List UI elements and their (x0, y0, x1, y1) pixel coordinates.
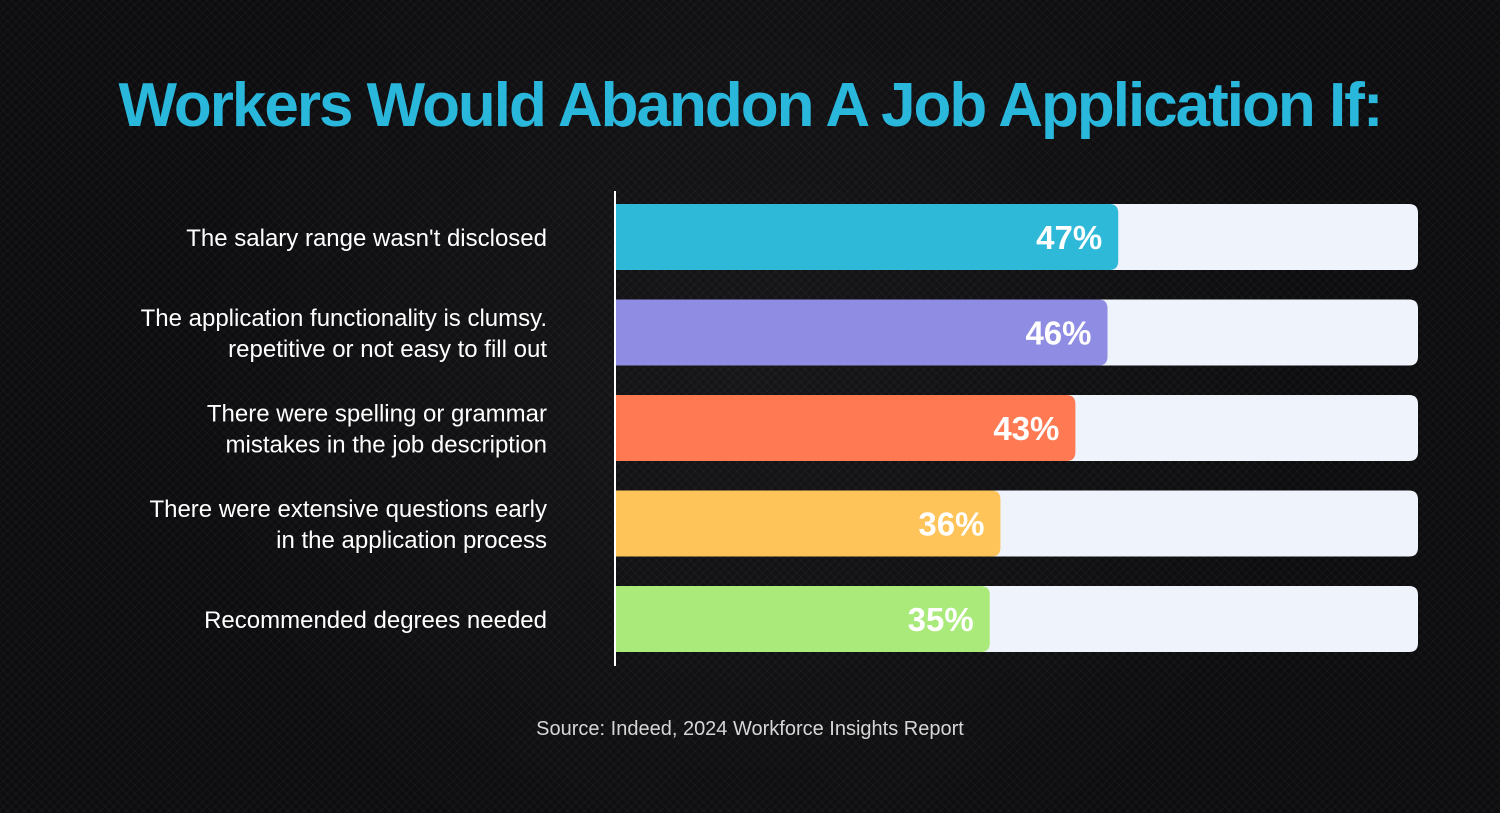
bar-row: 47% The salary range wasn't disclosed (186, 204, 1418, 270)
bar (615, 395, 1076, 461)
category-label: Recommended degrees needed (204, 607, 547, 634)
category-label: There were extensive questions early (149, 496, 547, 523)
source-note: Source: Indeed, 2024 Workforce Insights … (536, 718, 964, 740)
category-label: mistakes in the job description (226, 432, 548, 459)
bar-row: 36% There were extensive questions early i… (149, 490, 1418, 557)
chart-title: Workers Would Abandon A Job Application … (118, 71, 1383, 140)
bar-row: 43% There were spelling or grammar mistake… (207, 395, 1418, 461)
category-label: There were spelling or grammar (207, 401, 547, 428)
bar (615, 586, 990, 652)
bar (615, 490, 1001, 557)
data-label: 35% (908, 601, 974, 638)
data-label: 36% (918, 506, 984, 543)
data-label: 46% (1025, 315, 1091, 352)
bar-row: 46% The application functionality is clum… (141, 299, 1418, 366)
category-label: in the application process (276, 527, 547, 554)
data-label: 43% (993, 410, 1059, 447)
category-label: repetitive or not easy to fill out (228, 336, 547, 363)
category-label: The application functionality is clumsy. (141, 305, 547, 332)
bar-row: 35% Recommended degrees needed (204, 586, 1418, 652)
bar (615, 299, 1108, 366)
bar (615, 204, 1119, 270)
data-label: 47% (1036, 219, 1102, 256)
category-label: The salary range wasn't disclosed (186, 225, 547, 252)
